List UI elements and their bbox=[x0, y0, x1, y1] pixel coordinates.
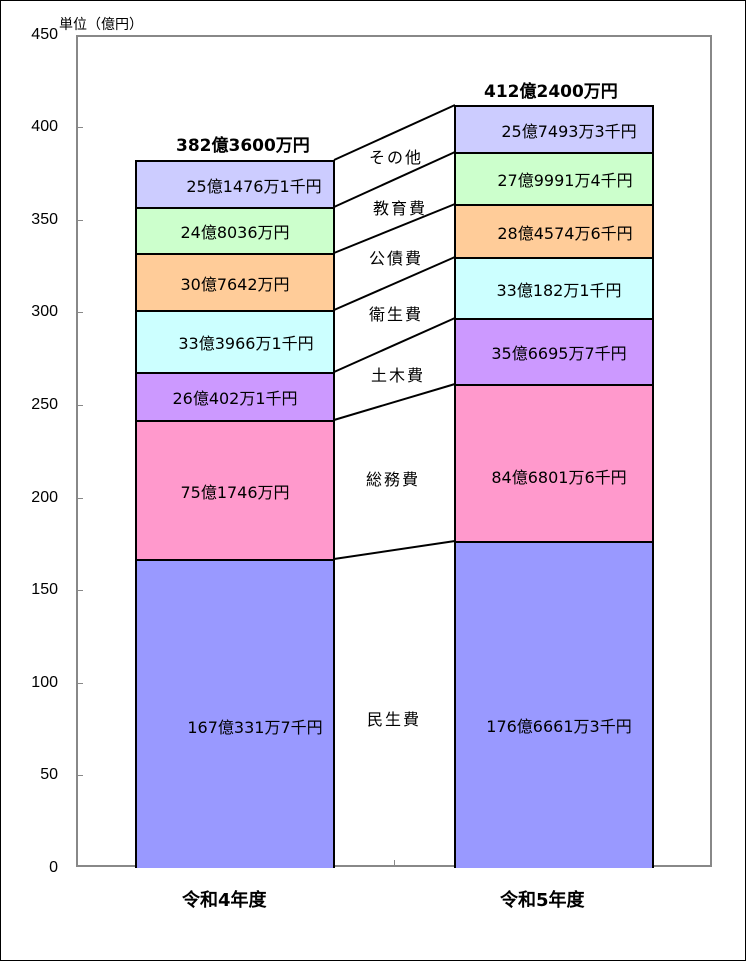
segment-general-affairs-r5: 84億6801万6千円 bbox=[454, 384, 654, 541]
segment-other-r5: 25億7493万3千円 bbox=[454, 105, 654, 152]
segment-civil-eng-r4: 26億402万1千円 bbox=[135, 372, 335, 420]
y-tick-mark bbox=[77, 405, 83, 406]
y-tick-mark bbox=[77, 775, 83, 776]
y-tick-100: 100 bbox=[31, 674, 58, 691]
y-tick-0: 0 bbox=[49, 859, 58, 876]
category-name-health: 衛生費 bbox=[369, 305, 424, 324]
category-name-public-debt: 公債費 bbox=[369, 249, 424, 268]
total-label-r4: 382億3600万円 bbox=[176, 136, 310, 156]
y-tick-mark bbox=[77, 498, 83, 499]
segment-value-label: 28億4574万6千円 bbox=[497, 223, 633, 243]
segment-value-label: 35億6695万7千円 bbox=[491, 344, 627, 363]
y-tick-300: 300 bbox=[31, 303, 58, 320]
segment-health-r4: 33億3966万1千円 bbox=[135, 310, 335, 372]
total-label-r5: 412億2400万円 bbox=[484, 82, 618, 102]
segment-civil-eng-r5: 35億6695万7千円 bbox=[454, 318, 654, 384]
y-tick-mark bbox=[77, 312, 83, 313]
segment-general-affairs-r4: 75億1746万円 bbox=[135, 420, 335, 559]
segment-value-label: 30億7642万円 bbox=[180, 274, 290, 294]
segment-value-label: 33億182万1千円 bbox=[496, 280, 622, 300]
segment-value-label: 75億1746万円 bbox=[180, 482, 290, 502]
segment-other-r4: 25億1476万1千円 bbox=[135, 160, 335, 207]
segment-value-label: 176億6661万3千円 bbox=[486, 716, 632, 736]
y-tick-200: 200 bbox=[31, 489, 58, 506]
y-tick-350: 350 bbox=[31, 211, 58, 228]
segment-value-label: 27億9991万4千円 bbox=[497, 171, 633, 190]
y-tick-50: 50 bbox=[40, 766, 58, 783]
x-category-divider-tick bbox=[394, 860, 395, 867]
y-tick-mark bbox=[77, 127, 83, 128]
y-tick-mark bbox=[77, 683, 83, 684]
y-tick-450: 450 bbox=[31, 26, 58, 43]
segment-public-debt-r4: 30億7642万円 bbox=[135, 253, 335, 310]
category-name-education: 教育費 bbox=[373, 199, 428, 218]
segment-value-label: 25億1476万1千円 bbox=[186, 176, 322, 196]
segment-value-label: 26億402万1千円 bbox=[172, 389, 298, 408]
segment-value-label: 84億6801万6千円 bbox=[491, 467, 627, 487]
y-axis-unit-label: 単位（億円） bbox=[59, 17, 143, 33]
y-tick-mark bbox=[77, 590, 83, 591]
x-category-reiwa4: 令和4年度 bbox=[182, 890, 267, 911]
segment-value-label: 33億3966万1千円 bbox=[178, 334, 314, 353]
segment-education-r5: 27億9991万4千円 bbox=[454, 152, 654, 204]
y-tick-250: 250 bbox=[31, 396, 58, 413]
segment-health-r5: 33億182万1千円 bbox=[454, 257, 654, 318]
segment-value-label: 24億8036万円 bbox=[180, 223, 290, 242]
segment-value-label: 167億331万7千円 bbox=[187, 717, 323, 737]
segment-welfare-r4: 167億331万7千円 bbox=[135, 559, 335, 868]
category-name-general-affairs: 総務費 bbox=[366, 470, 421, 489]
segment-education-r4: 24億8036万円 bbox=[135, 207, 335, 253]
x-category-reiwa5: 令和5年度 bbox=[500, 890, 585, 911]
category-name-other: その他 bbox=[369, 148, 424, 167]
y-tick-mark bbox=[77, 220, 83, 221]
segment-welfare-r5: 176億6661万3千円 bbox=[454, 541, 654, 868]
segment-value-label: 25億7493万3千円 bbox=[501, 121, 637, 141]
y-tick-400: 400 bbox=[31, 118, 58, 135]
category-name-civil-engineering: 土木費 bbox=[371, 366, 426, 385]
segment-public-debt-r5: 28億4574万6千円 bbox=[454, 204, 654, 257]
category-name-welfare: 民生費 bbox=[367, 710, 422, 729]
y-tick-150: 150 bbox=[31, 581, 58, 598]
